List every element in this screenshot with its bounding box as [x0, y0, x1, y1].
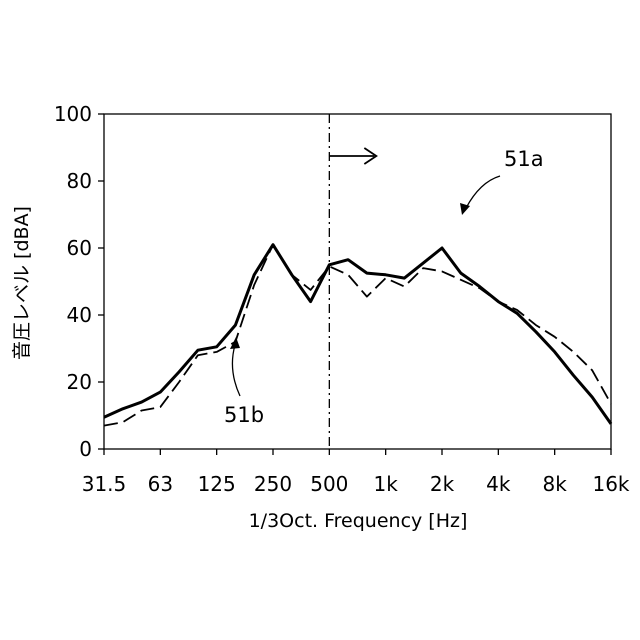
- x-tick-label: 8k: [543, 472, 568, 496]
- x-tick-label: 4k: [486, 472, 511, 496]
- series-line-51b: [104, 245, 611, 426]
- x-tick-label: 125: [198, 472, 236, 496]
- y-tick-label: 80: [67, 169, 92, 193]
- annotation-label-51b: 51b: [224, 403, 264, 427]
- y-tick-label: 0: [79, 437, 92, 461]
- series-line-51a: [104, 245, 611, 424]
- x-tick-label: 1k: [374, 472, 399, 496]
- y-tick-label: 20: [67, 370, 92, 394]
- x-axis-title: 1/3Oct. Frequency [Hz]: [249, 510, 468, 532]
- y-tick-label: 40: [67, 303, 92, 327]
- annotations: 51a 51b: [224, 147, 544, 427]
- annotation-leader-51b: [232, 345, 240, 396]
- x-tick-label: 16k: [592, 472, 629, 496]
- x-tick-label: 250: [254, 472, 292, 496]
- x-tick-label: 2k: [430, 472, 455, 496]
- y-tick-label: 60: [67, 236, 92, 260]
- series-group: [104, 245, 611, 426]
- x-tick-label: 31.5: [82, 472, 127, 496]
- annotation-leader-51a: [466, 176, 500, 208]
- y-tick-label: 100: [54, 102, 92, 126]
- x-tick-label: 500: [310, 472, 348, 496]
- y-axis-title: 音圧レベル [dBA]: [11, 206, 33, 360]
- x-tick-label: 63: [148, 472, 173, 496]
- annotation-label-51a: 51a: [504, 147, 544, 171]
